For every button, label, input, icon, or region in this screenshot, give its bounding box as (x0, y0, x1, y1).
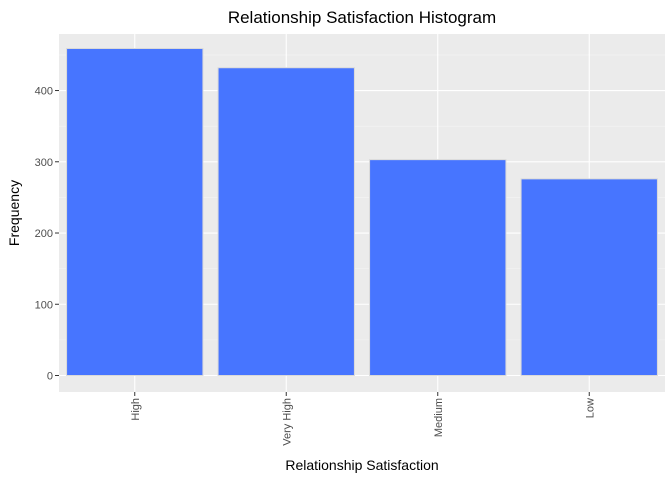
y-tick-label: 0 (47, 371, 53, 383)
x-tick-label: Medium (433, 398, 445, 437)
x-tick-label: Low (584, 398, 596, 418)
y-tick-label: 400 (35, 86, 53, 98)
y-axis-title: Frequency (6, 180, 22, 246)
x-axis-title: Relationship Satisfaction (285, 457, 438, 473)
y-tick-label: 100 (35, 299, 53, 311)
x-tick-label: Very High (281, 398, 293, 446)
y-tick-label: 200 (35, 228, 53, 240)
bars (66, 48, 658, 376)
bar-very-high (217, 67, 355, 376)
y-axis: 0 100 200 300 400 (35, 86, 59, 383)
bar-high (66, 48, 204, 376)
x-axis: High Very High Medium Low (130, 392, 596, 446)
bar-low (520, 178, 658, 376)
chart-title: Relationship Satisfaction Histogram (228, 8, 496, 27)
y-tick-label: 300 (35, 157, 53, 169)
x-tick-label: High (130, 398, 142, 421)
bar-medium (369, 159, 507, 376)
